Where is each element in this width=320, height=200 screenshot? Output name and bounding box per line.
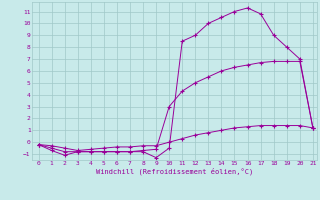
X-axis label: Windchill (Refroidissement éolien,°C): Windchill (Refroidissement éolien,°C) (96, 168, 253, 175)
